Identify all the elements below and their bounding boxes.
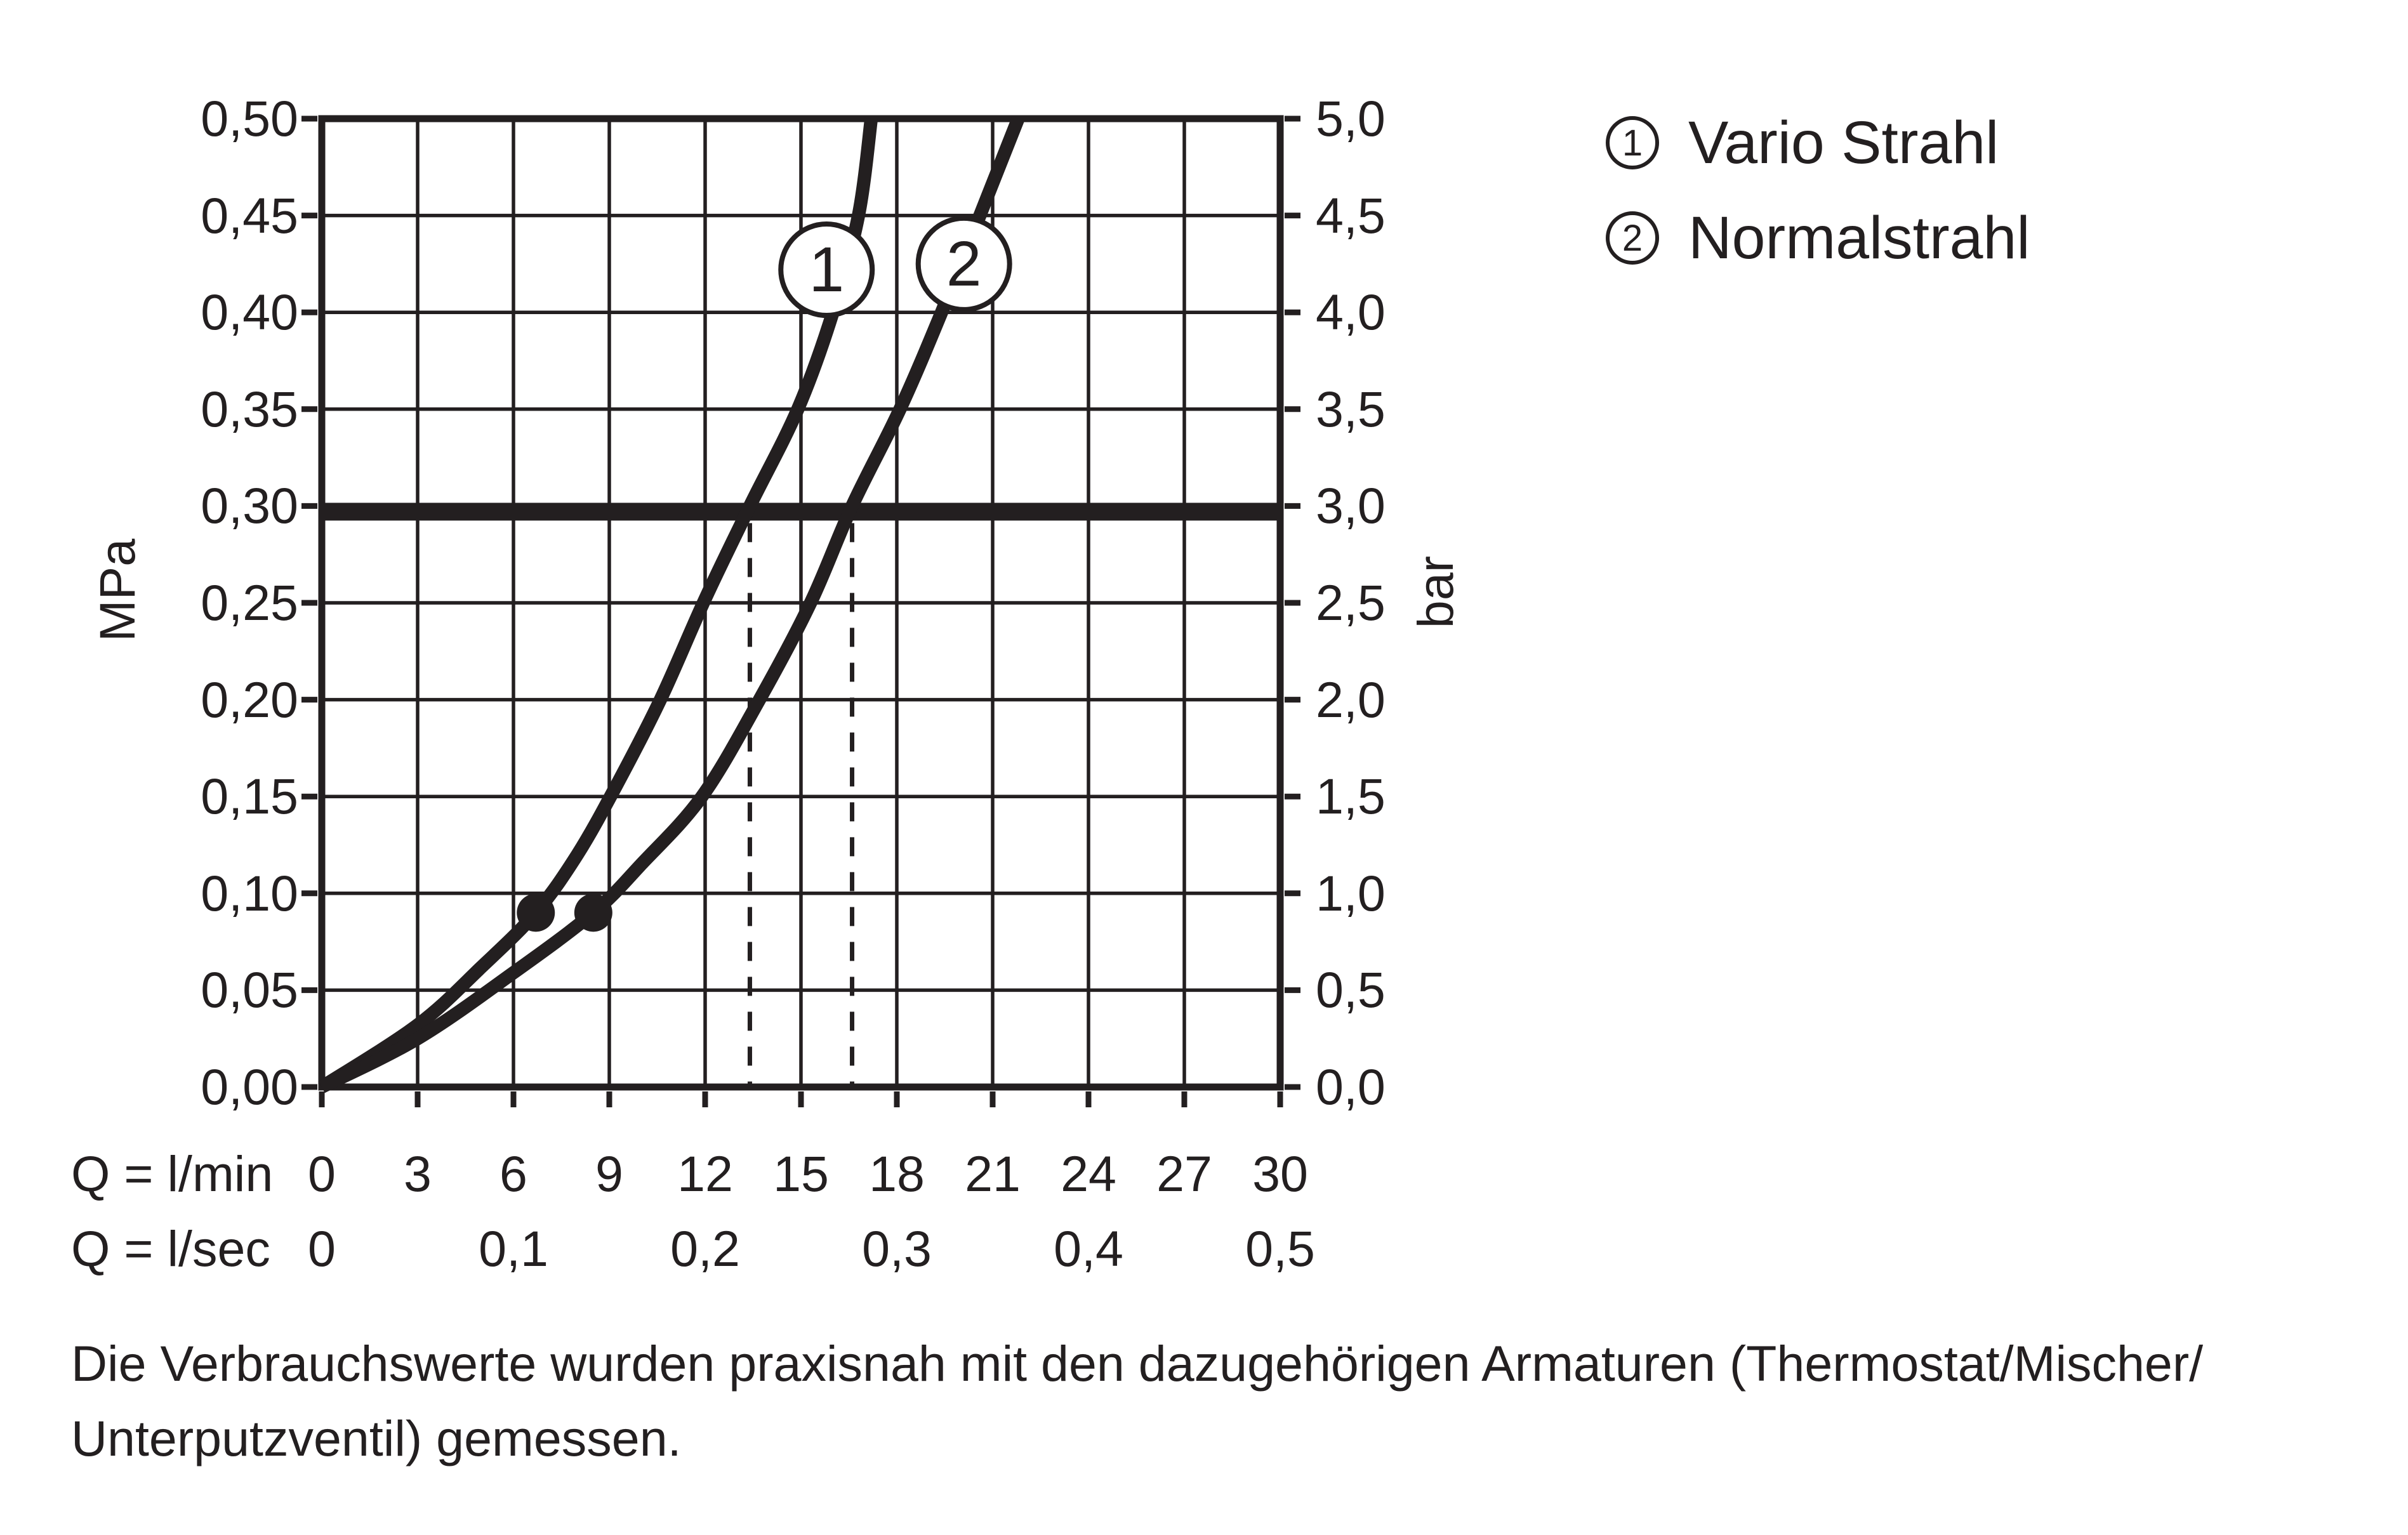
legend-item: 1 Vario Strahl (1606, 109, 2030, 176)
svg-text:1: 1 (809, 234, 844, 305)
legend: 1 Vario Strahl 2 Normalstrahl (1606, 109, 2030, 306)
x-axis-lsec-unit: Q = l/sec (71, 1220, 270, 1277)
curve-callout-1: 1 (778, 221, 875, 319)
legend-label: Vario Strahl (1688, 109, 1999, 176)
x-axis-lsec-tick-labels: 0 0,1 0,2 0,3 0,4 0,5 (308, 1220, 1315, 1277)
footnote-line-2: Unterputzventil) gemessen. (71, 1410, 682, 1466)
drop-lines (747, 523, 855, 1084)
y-axis-right-tick-labels: 5,0 4,5 4,0 3,5 3,0 2,5 2,0 1,5 1,0 0,5 0,0 (1316, 90, 1386, 1115)
x-axis-lmin-unit: Q = l/min (71, 1145, 274, 1202)
y-axis-left-tick-labels: 0,50 0,45 0,40 0,35 0,30 0,25 0,20 0,15 0,10 0,05… (201, 90, 298, 1115)
svg-text:2: 2 (946, 228, 982, 300)
legend-circled-number-icon: 2 (1606, 211, 1659, 265)
grid (322, 119, 1280, 1087)
footnote-line-1: Die Verbrauchswerte wurden praxisnah mit… (71, 1335, 2204, 1392)
flow-marker-dots (517, 893, 612, 932)
x-axis-lmin-tick-labels: 0 3 6 9 12 15 18 21 24 27 30 (308, 1145, 1308, 1202)
plot-border (318, 115, 1284, 1091)
footnote: Die Verbrauchswerte wurden praxisnah mit… (71, 1326, 2203, 1476)
curve-callout-2: 2 (915, 215, 1012, 312)
legend-item: 2 Normalstrahl (1606, 204, 2030, 272)
legend-label: Normalstrahl (1688, 204, 2030, 272)
legend-circled-number-icon: 1 (1606, 116, 1659, 169)
curve-2-normalstrahl (319, 116, 1025, 1093)
axis-tick-marks (301, 115, 1300, 1107)
